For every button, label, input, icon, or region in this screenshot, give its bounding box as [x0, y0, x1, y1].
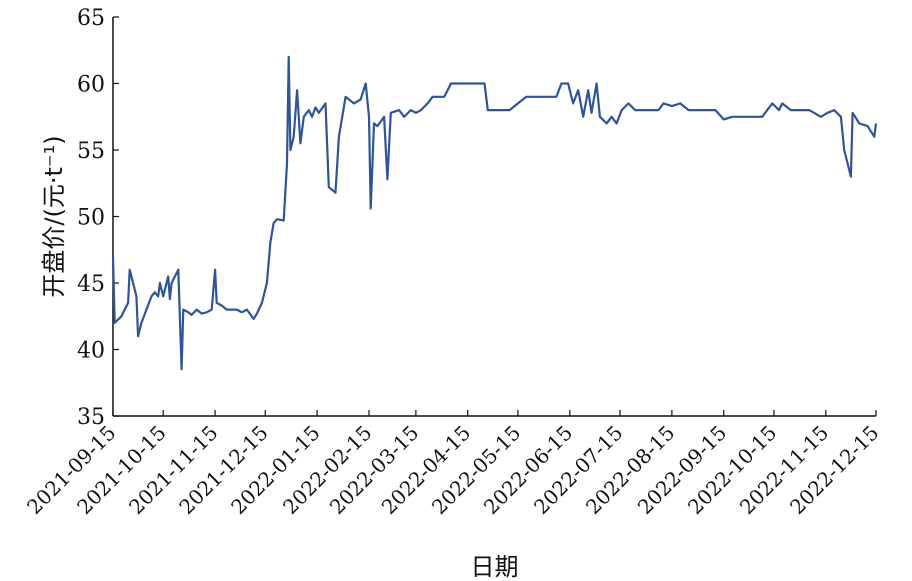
- x-axis-ticks: 2021-09-152021-10-152021-11-152021-12-15…: [22, 410, 884, 519]
- y-tick-label: 55: [77, 139, 105, 164]
- y-tick-label: 60: [77, 73, 105, 98]
- y-axis-label: 开盘价/(元·t⁻¹): [40, 135, 68, 297]
- y-tick-label: 35: [77, 405, 105, 430]
- y-tick-label: 65: [77, 6, 105, 31]
- y-tick-label: 45: [77, 272, 105, 297]
- y-tick-label: 40: [77, 339, 105, 364]
- x-axis-label: 日期: [471, 553, 519, 581]
- y-tick-label: 50: [77, 206, 105, 231]
- series-line: [111, 55, 878, 371]
- y-axis-ticks: 35 40 45 50 55 60 65: [77, 6, 119, 430]
